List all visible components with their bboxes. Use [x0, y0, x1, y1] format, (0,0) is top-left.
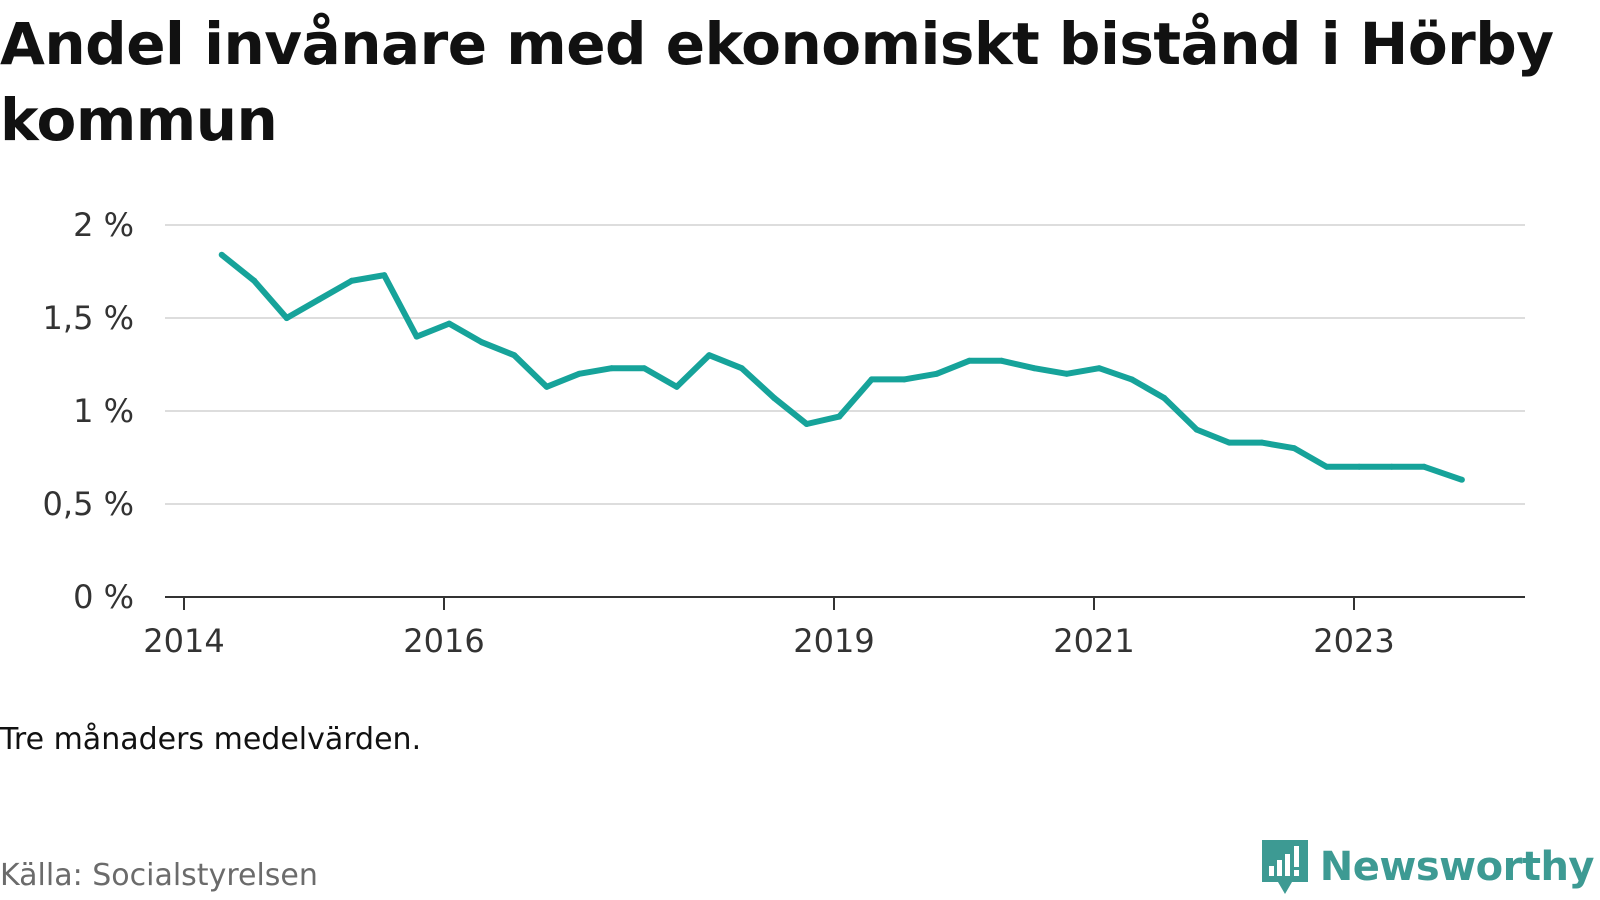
- data-point: [1291, 445, 1298, 452]
- y-tick-label: 0 %: [73, 578, 134, 616]
- data-point: [543, 383, 550, 390]
- newsworthy-icon: [1261, 840, 1308, 894]
- chart-title: Andel invånare med ekonomiskt bistånd i …: [0, 10, 1554, 154]
- data-point: [803, 421, 810, 427]
- data-point: [901, 376, 908, 383]
- x-tick-label: 2023: [1313, 622, 1394, 660]
- data-point: [868, 376, 875, 383]
- data-point: [511, 352, 518, 359]
- data-point: [283, 315, 290, 321]
- data-point: [706, 352, 713, 359]
- data-point: [641, 365, 648, 372]
- data-point: [316, 296, 323, 303]
- data-point: [933, 370, 940, 377]
- data-point: [218, 251, 225, 258]
- data-point: [1031, 365, 1038, 372]
- data-point: [1063, 370, 1070, 377]
- data-point: [1193, 426, 1200, 433]
- data-point: [1323, 463, 1330, 470]
- y-tick-label: 1 %: [73, 392, 134, 430]
- source-text: Källa: Socialstyrelsen: [0, 858, 318, 893]
- data-point: [1161, 395, 1168, 401]
- data-point: [771, 395, 778, 401]
- y-tick-label: 0,5 %: [43, 485, 134, 523]
- data-point: [966, 357, 973, 364]
- data-point: [413, 333, 420, 340]
- brand-name: Newsworthy: [1319, 844, 1595, 890]
- data-point: [1458, 476, 1465, 483]
- data-point: [1096, 365, 1103, 372]
- brand-logo: Newsworthy: [1260, 838, 1595, 896]
- x-tick-label: 2019: [793, 622, 874, 660]
- data-point: [1258, 439, 1265, 446]
- data-point: [446, 320, 453, 327]
- data-point: [1388, 463, 1395, 470]
- x-tick-label: 2021: [1053, 622, 1134, 660]
- data-point: [608, 365, 615, 372]
- data-point: [348, 277, 355, 284]
- data-point: [251, 277, 258, 284]
- data-point: [998, 357, 1005, 364]
- data-point: [1128, 376, 1135, 383]
- grid-lines: [165, 224, 1525, 505]
- data-point: [576, 370, 583, 377]
- data-point: [1421, 463, 1428, 470]
- line-chart: 0 % 0,5 % 1 % 1,5 % 2 % 2014 2016 2019 2021 2023: [43, 206, 1525, 660]
- data-point: [478, 339, 485, 346]
- data-point: [1356, 463, 1363, 470]
- data-point: [1226, 439, 1233, 446]
- data-point: [673, 383, 680, 390]
- chart-note: Tre månaders medelvärden.: [0, 722, 422, 757]
- y-tick-label: 1,5 %: [43, 299, 134, 337]
- x-axis: 2014 2016 2019 2021 2023: [143, 596, 1525, 660]
- series-layer: [218, 251, 1465, 483]
- data-point: [738, 365, 745, 372]
- x-tick-label: 2016: [403, 622, 484, 660]
- y-tick-label: 2 %: [73, 206, 134, 244]
- data-point: [836, 413, 843, 420]
- data-point: [381, 272, 388, 279]
- x-tick-label: 2014: [143, 622, 224, 660]
- y-axis-ticks: 0 % 0,5 % 1 % 1,5 % 2 %: [43, 206, 134, 616]
- series-line: [219, 252, 1463, 483]
